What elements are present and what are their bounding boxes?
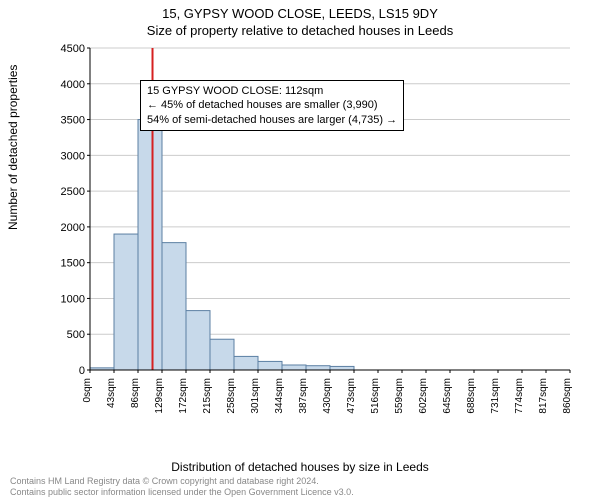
- svg-text:2500: 2500: [61, 186, 85, 198]
- svg-text:1500: 1500: [61, 258, 85, 270]
- svg-text:645sqm: 645sqm: [442, 378, 453, 414]
- footer-line1: Contains HM Land Registry data © Crown c…: [10, 476, 354, 487]
- svg-text:129sqm: 129sqm: [154, 378, 165, 414]
- svg-text:43sqm: 43sqm: [106, 378, 117, 408]
- svg-text:86sqm: 86sqm: [130, 378, 141, 408]
- svg-text:860sqm: 860sqm: [562, 378, 573, 414]
- annotation-line2: ← 45% of detached houses are smaller (3,…: [147, 98, 397, 112]
- svg-text:731sqm: 731sqm: [490, 378, 501, 414]
- svg-text:1000: 1000: [61, 293, 85, 305]
- svg-text:4000: 4000: [61, 79, 85, 91]
- annotation-box: 15 GYPSY WOOD CLOSE: 112sqm← 45% of deta…: [140, 80, 404, 131]
- svg-text:3000: 3000: [61, 150, 85, 162]
- svg-text:2000: 2000: [61, 222, 85, 234]
- svg-text:215sqm: 215sqm: [202, 378, 213, 414]
- svg-text:500: 500: [67, 329, 85, 341]
- annotation-line1: 15 GYPSY WOOD CLOSE: 112sqm: [147, 84, 397, 98]
- svg-text:3500: 3500: [61, 115, 85, 127]
- svg-text:0sqm: 0sqm: [82, 378, 93, 402]
- svg-text:258sqm: 258sqm: [226, 378, 237, 414]
- svg-text:688sqm: 688sqm: [466, 378, 477, 414]
- svg-text:344sqm: 344sqm: [274, 378, 285, 414]
- svg-text:430sqm: 430sqm: [322, 378, 333, 414]
- svg-text:602sqm: 602sqm: [418, 378, 429, 414]
- svg-text:516sqm: 516sqm: [370, 378, 381, 414]
- y-axis-label: Number of detached properties: [6, 65, 20, 230]
- title-main: 15, GYPSY WOOD CLOSE, LEEDS, LS15 9DY: [0, 0, 600, 21]
- annotation-line3: 54% of semi-detached houses are larger (…: [147, 113, 397, 127]
- svg-text:172sqm: 172sqm: [178, 378, 189, 414]
- svg-text:774sqm: 774sqm: [514, 378, 525, 414]
- svg-text:473sqm: 473sqm: [346, 378, 357, 414]
- svg-text:4500: 4500: [61, 44, 85, 55]
- title-sub: Size of property relative to detached ho…: [0, 21, 600, 38]
- svg-text:301sqm: 301sqm: [250, 378, 261, 414]
- svg-text:559sqm: 559sqm: [394, 378, 405, 414]
- x-axis-label: Distribution of detached houses by size …: [0, 460, 600, 474]
- svg-text:817sqm: 817sqm: [538, 378, 549, 414]
- footer-line2: Contains public sector information licen…: [10, 487, 354, 498]
- svg-text:387sqm: 387sqm: [298, 378, 309, 414]
- chart-container: 15, GYPSY WOOD CLOSE, LEEDS, LS15 9DY Si…: [0, 0, 600, 500]
- footer-attribution: Contains HM Land Registry data © Crown c…: [10, 476, 354, 498]
- svg-text:0: 0: [79, 365, 85, 377]
